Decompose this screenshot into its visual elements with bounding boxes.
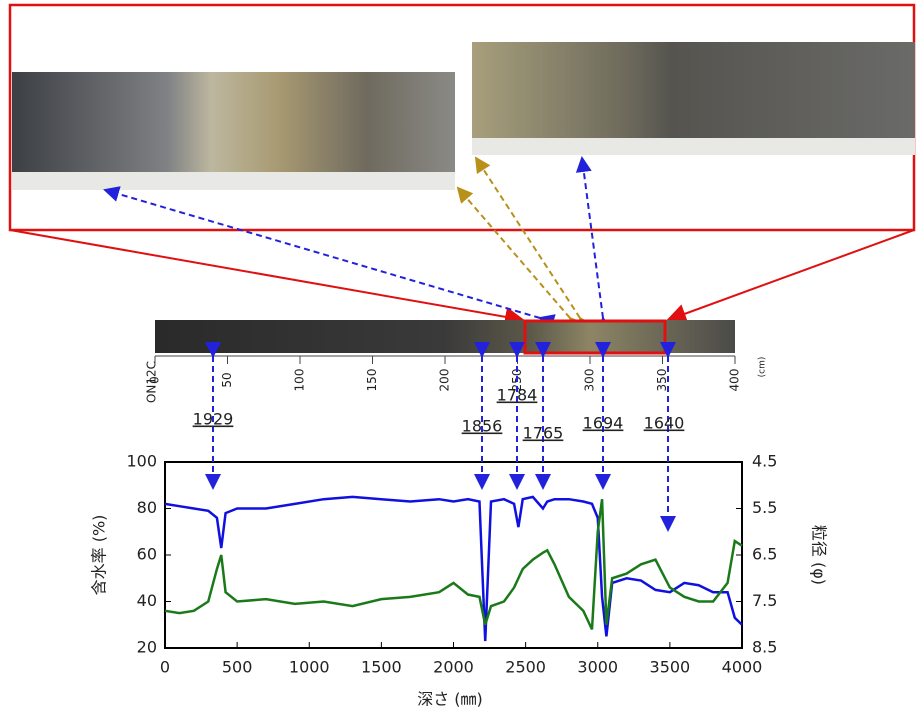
y2-axis-label: 粒径 (φ) <box>810 525 829 585</box>
y-tick-label: 20 <box>137 638 157 657</box>
core-photo <box>472 42 915 138</box>
year-label: 1765 <box>523 424 564 443</box>
year-label: 1856 <box>462 417 503 436</box>
y2-tick-label: 8.5 <box>752 638 777 657</box>
core-tick-label: 50 <box>220 372 234 387</box>
y-axis-label: 含水率 (%) <box>90 515 109 596</box>
photo-ruler <box>472 138 915 155</box>
y2-tick-label: 6.5 <box>752 545 777 564</box>
y2-tick-label: 7.5 <box>752 591 777 610</box>
y-tick-label: 80 <box>137 498 157 517</box>
plot-frame <box>165 462 742 648</box>
zoom-line <box>10 230 523 320</box>
core-tick-label: 300 <box>583 369 597 392</box>
core-tick-label: 0 <box>148 376 162 384</box>
year-label: 1640 <box>644 414 685 433</box>
x-tick-label: 0 <box>160 658 170 677</box>
x-tick-label: 1500 <box>361 658 402 677</box>
y-tick-label: 40 <box>137 591 157 610</box>
figure: ON12C (cm) 深さ (㎜) 含水率 (%) 粒径 (φ) 0501001… <box>0 0 918 713</box>
zoom-line <box>668 230 914 320</box>
x-tick-label: 4000 <box>722 658 763 677</box>
year-label: 1929 <box>193 410 234 429</box>
year-label: 1694 <box>583 414 624 433</box>
x-tick-label: 2500 <box>505 658 546 677</box>
core-tick-label: 350 <box>655 369 669 392</box>
x-tick-label: 3000 <box>577 658 618 677</box>
core-tick-label: 200 <box>438 369 452 392</box>
y-tick-label: 100 <box>126 452 157 471</box>
x-tick-label: 2000 <box>433 658 474 677</box>
x-tick-label: 3500 <box>650 658 691 677</box>
y2-tick-label: 4.5 <box>752 452 777 471</box>
data-line <box>165 497 742 641</box>
core-tick-label: 150 <box>365 369 379 392</box>
photo-ruler <box>12 172 455 190</box>
core-photo <box>12 72 455 172</box>
data-line <box>165 499 742 629</box>
core-tick-label: 400 <box>728 369 742 392</box>
year-label: 1784 <box>497 386 538 405</box>
x-tick-label: 1000 <box>289 658 330 677</box>
x-axis-label: 深さ (㎜) <box>417 690 483 709</box>
core-tick-label: 100 <box>293 369 307 392</box>
core-strip <box>155 320 735 353</box>
core-unit: (cm) <box>758 357 768 378</box>
x-tick-label: 500 <box>222 658 253 677</box>
y2-tick-label: 5.5 <box>752 498 777 517</box>
y-tick-label: 60 <box>137 545 157 564</box>
